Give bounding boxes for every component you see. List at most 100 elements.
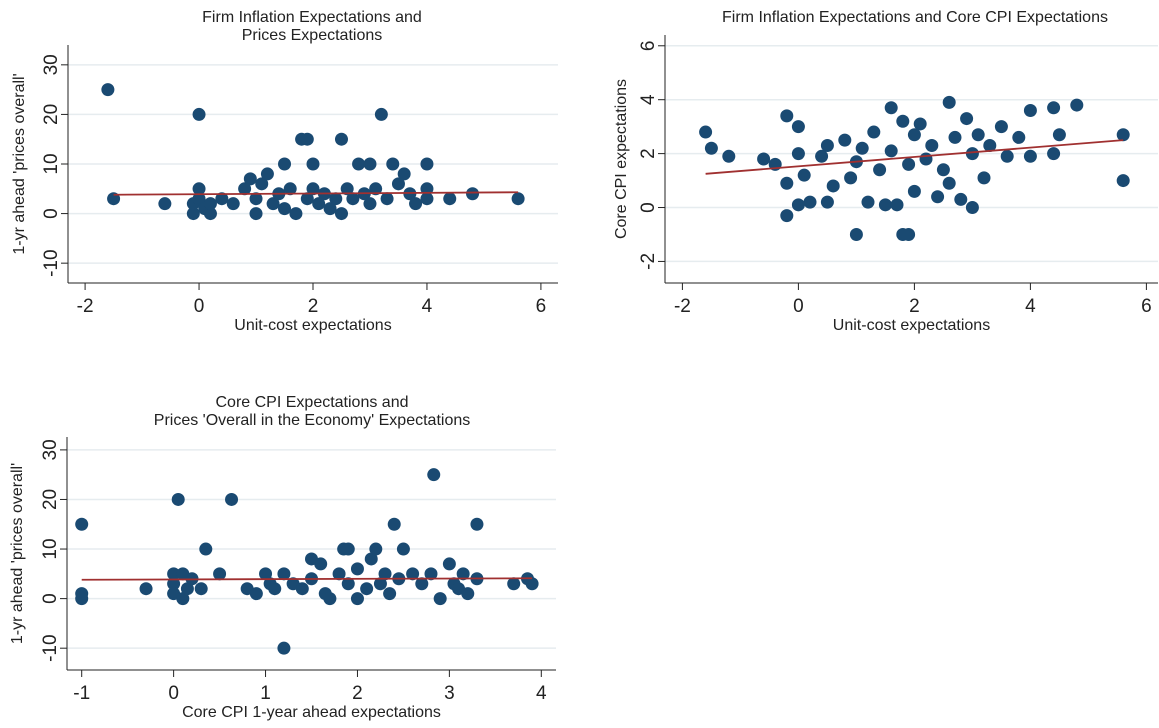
point [890, 198, 904, 212]
point [300, 192, 314, 206]
point [167, 567, 181, 581]
point [1047, 147, 1061, 161]
y-tick-label: 20 [40, 489, 61, 510]
point [360, 582, 374, 596]
point [965, 147, 979, 161]
point [323, 202, 337, 216]
point [849, 227, 863, 241]
x-tick-label: 3 [444, 683, 455, 704]
point [350, 592, 364, 606]
point [884, 101, 898, 115]
chart-title: Firm Inflation Expectations and [202, 9, 422, 26]
point [780, 176, 794, 190]
point [243, 172, 257, 186]
chart-title: Firm Inflation Expectations and Core CPI… [722, 9, 1108, 26]
point [820, 195, 834, 209]
point [925, 139, 939, 153]
x-tick-label: 0 [194, 296, 205, 317]
point [139, 582, 153, 596]
point [913, 117, 927, 131]
x-axis-label: Unit-cost expectations [833, 317, 990, 334]
point [300, 132, 314, 146]
point [378, 567, 392, 581]
point [215, 192, 229, 206]
point [373, 577, 387, 591]
point [507, 577, 521, 591]
point [203, 207, 217, 221]
point [295, 582, 309, 596]
point [312, 197, 326, 211]
point [896, 114, 910, 128]
point [433, 592, 447, 606]
x-tick-label: 2 [308, 296, 319, 317]
point [1052, 128, 1066, 142]
point [289, 207, 303, 221]
point [397, 167, 411, 181]
point [873, 163, 887, 177]
point [704, 141, 718, 155]
point [954, 192, 968, 206]
x-tick-label: -1 [73, 683, 90, 704]
chart-title: Core CPI Expectations and [216, 394, 409, 411]
y-axis-label: Core CPI expectations [613, 79, 630, 239]
x-tick-label: 1 [260, 683, 271, 704]
point [306, 157, 320, 171]
point [260, 167, 274, 181]
point [791, 120, 805, 134]
point [838, 133, 852, 147]
x-tick-label: -2 [77, 296, 94, 317]
point [960, 112, 974, 126]
point [75, 592, 89, 606]
point [466, 187, 480, 201]
point [268, 582, 282, 596]
point [391, 177, 405, 191]
point [158, 197, 172, 211]
x-tick-label: 4 [422, 296, 433, 317]
point [1023, 103, 1037, 117]
point [971, 128, 985, 142]
point [350, 562, 364, 576]
x-tick-label: 2 [909, 296, 920, 317]
chart-title: Prices Expectations [242, 27, 383, 44]
point [334, 132, 348, 146]
point [186, 207, 200, 221]
point [277, 567, 291, 581]
point [332, 567, 346, 581]
fit-line [705, 139, 1124, 175]
point [369, 182, 383, 196]
point [180, 582, 194, 596]
point [791, 147, 805, 161]
point [75, 517, 89, 531]
point [363, 197, 377, 211]
x-axis-label: Core CPI 1-year ahead expectations [182, 704, 441, 721]
point [194, 582, 208, 596]
point [387, 517, 401, 531]
point [815, 149, 829, 163]
point [420, 192, 434, 206]
x-tick-label: 2 [352, 683, 363, 704]
point [226, 197, 240, 211]
point [1070, 98, 1084, 112]
point [363, 157, 377, 171]
point [171, 492, 185, 506]
y-tick-label: 30 [40, 439, 61, 460]
point [861, 195, 875, 209]
y-tick-label: -10 [40, 634, 61, 661]
point [722, 149, 736, 163]
point [780, 109, 794, 123]
point [470, 517, 484, 531]
point [443, 192, 457, 206]
point [192, 182, 206, 196]
point [225, 492, 239, 506]
x-tick-label: 4 [536, 683, 547, 704]
point [1000, 149, 1014, 163]
point [364, 552, 378, 566]
point [192, 107, 206, 121]
x-axis-label: Unit-cost expectations [234, 317, 391, 334]
point [867, 125, 881, 139]
point [902, 157, 916, 171]
point [919, 152, 933, 166]
y-tick-label: 0 [41, 208, 62, 219]
point [249, 207, 263, 221]
